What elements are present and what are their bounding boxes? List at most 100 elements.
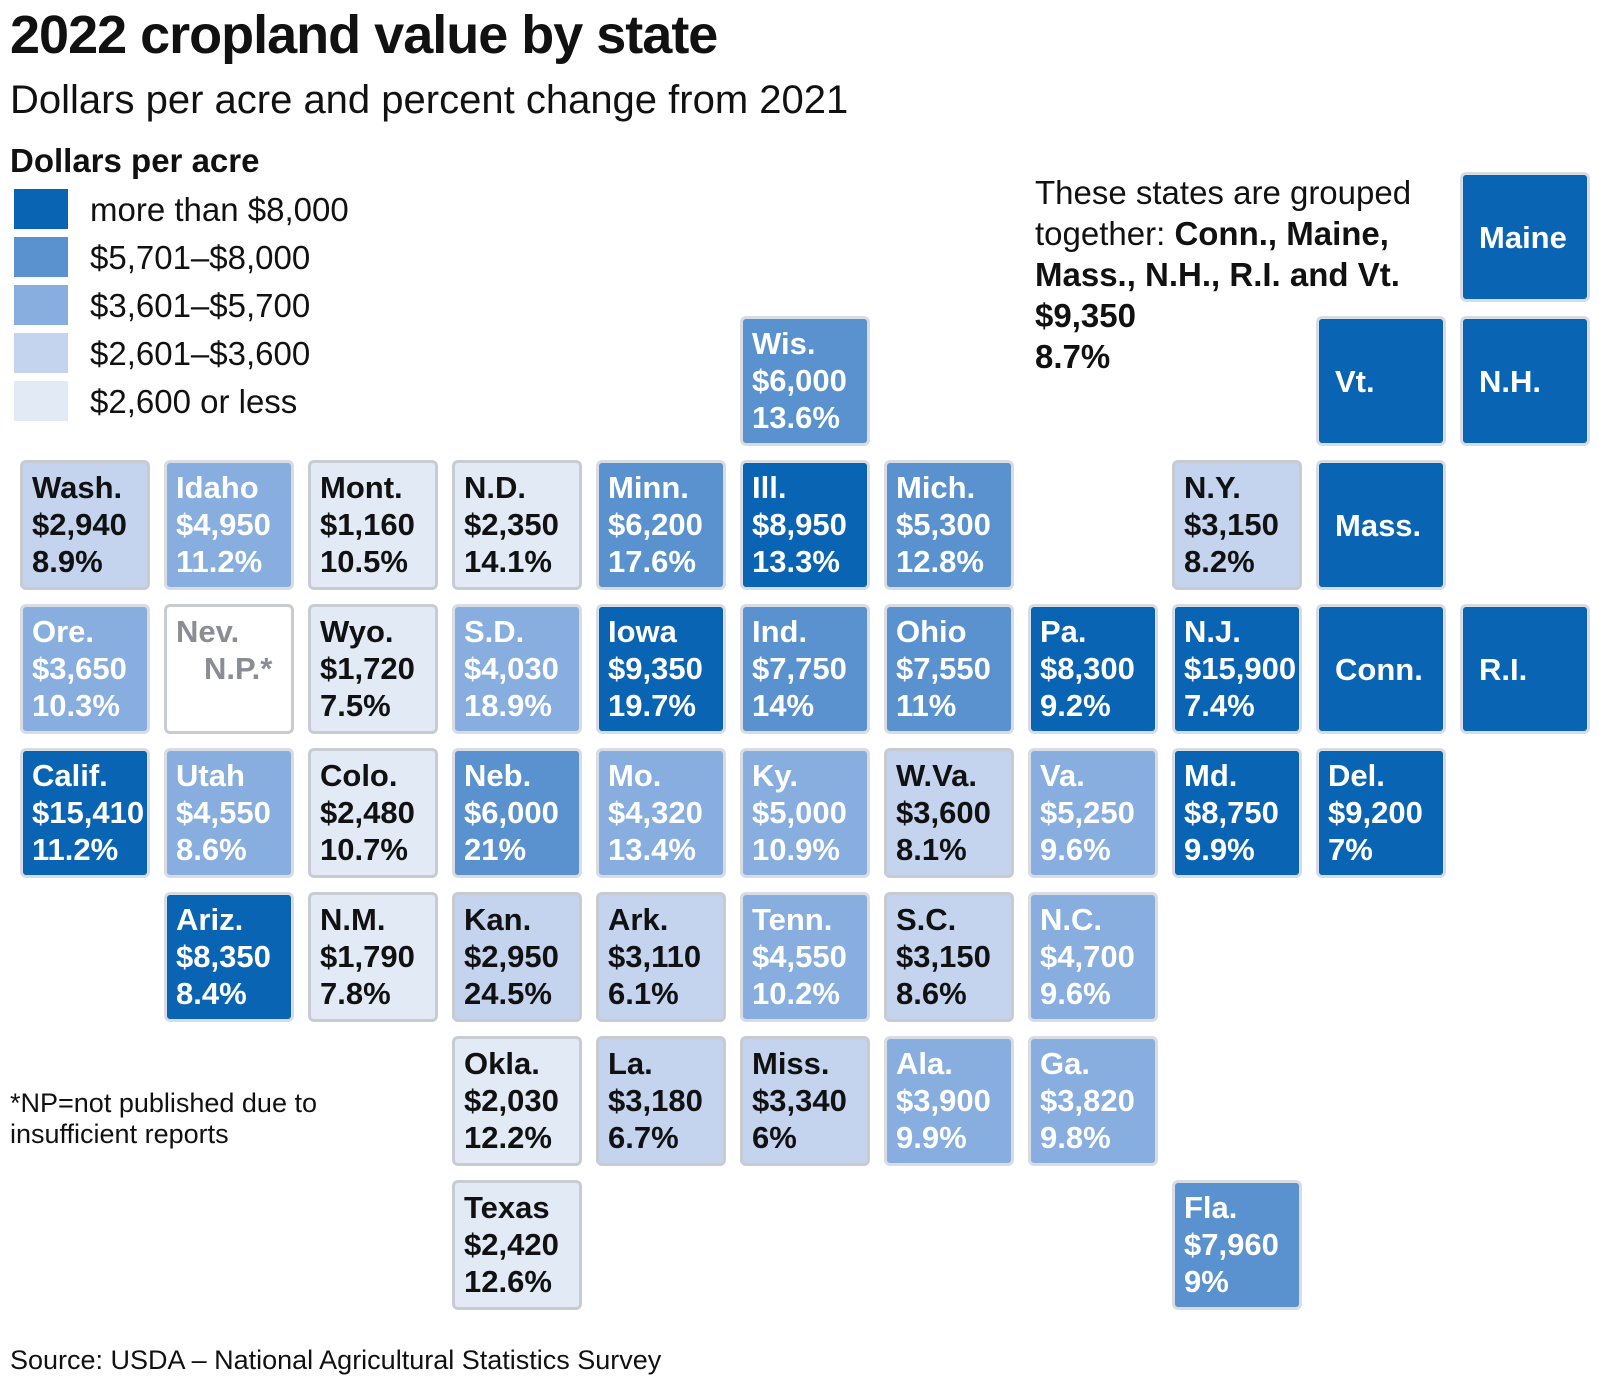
state-abbr: Mo. <box>608 758 662 793</box>
state-value: $8,350 <box>176 939 271 974</box>
legend-swatch <box>14 381 68 421</box>
state-change: 9% <box>1184 1264 1229 1299</box>
state-abbr: Tenn. <box>752 902 833 937</box>
state-change: 18.9% <box>464 688 552 723</box>
state-change: 7.4% <box>1184 688 1255 723</box>
grouped-states-note: These states are grouped together: Conn.… <box>1035 172 1455 377</box>
state-value: $3,180 <box>608 1083 703 1118</box>
state-change: 6% <box>752 1120 797 1155</box>
state-value: $2,950 <box>464 939 559 974</box>
state-tile-nm: N.M. $1,790 7.8% <box>308 892 438 1022</box>
state-change: 10.9% <box>752 832 840 867</box>
state-abbr: Wash. <box>32 470 123 505</box>
state-tile-vt: Vt. <box>1316 316 1446 446</box>
state-change: 8.6% <box>176 832 247 867</box>
state-value: $5,000 <box>752 795 847 830</box>
state-tile-wis: Wis. $6,000 13.6% <box>740 316 870 446</box>
state-value: $2,030 <box>464 1083 559 1118</box>
state-tile-colo: Colo. $2,480 10.7% <box>308 748 438 878</box>
state-change: 24.5% <box>464 976 552 1011</box>
state-tile-maine: Maine <box>1460 172 1590 302</box>
state-tile-ny: N.Y. $3,150 8.2% <box>1172 460 1302 590</box>
state-change: 9.6% <box>1040 832 1111 867</box>
state-tile-ind: Ind. $7,750 14% <box>740 604 870 734</box>
grouped-note-value: $9,350 <box>1035 297 1136 334</box>
state-change: 17.6% <box>608 544 696 579</box>
legend-label: more than $8,000 <box>90 190 349 228</box>
legend-item: $5,701–$8,000 <box>14 233 349 281</box>
state-abbr: Calif. <box>32 758 108 793</box>
state-change: 11.2% <box>32 832 119 867</box>
state-change: 13.3% <box>752 544 840 579</box>
state-value: $3,340 <box>752 1083 847 1118</box>
legend-swatch <box>14 285 68 325</box>
state-tile-md: Md. $8,750 9.9% <box>1172 748 1302 878</box>
state-tile-iowa: Iowa $9,350 19.7% <box>596 604 726 734</box>
state-value: $9,200 <box>1328 795 1423 830</box>
state-tile-mich: Mich. $5,300 12.8% <box>884 460 1014 590</box>
state-tile-ore: Ore. $3,650 10.3% <box>20 604 150 734</box>
state-abbr: Miss. <box>752 1046 830 1081</box>
state-value: $4,030 <box>464 651 559 686</box>
state-tile-utah: Utah $4,550 8.6% <box>164 748 294 878</box>
state-abbr: N.C. <box>1040 902 1102 937</box>
state-change: 7.5% <box>320 688 391 723</box>
state-change: 13.6% <box>752 400 840 435</box>
legend-item: $2,600 or less <box>14 377 349 425</box>
state-value: $15,900 <box>1184 651 1297 686</box>
state-change: 6.7% <box>608 1120 679 1155</box>
state-value: $4,700 <box>1040 939 1135 974</box>
state-abbr: Texas <box>464 1190 550 1225</box>
state-value: $1,790 <box>320 939 415 974</box>
state-abbr: Mass. <box>1335 507 1422 543</box>
state-change: 8.9% <box>32 544 103 579</box>
state-value: $3,600 <box>896 795 991 830</box>
legend-swatch <box>14 189 68 229</box>
state-abbr: Md. <box>1184 758 1238 793</box>
chart-subtitle: Dollars per acre and percent change from… <box>10 78 849 122</box>
state-tile-mo: Mo. $4,320 13.4% <box>596 748 726 878</box>
state-change: 9.6% <box>1040 976 1111 1011</box>
state-value: $2,420 <box>464 1227 559 1262</box>
state-value: $4,320 <box>608 795 703 830</box>
state-value: $2,940 <box>32 507 127 542</box>
state-abbr: Neb. <box>464 758 532 793</box>
state-tile-mont: Mont. $1,160 10.5% <box>308 460 438 590</box>
legend-label: $3,601–$5,700 <box>90 286 311 324</box>
state-value: $2,480 <box>320 795 415 830</box>
state-change: 8.2% <box>1184 544 1255 579</box>
state-abbr: Colo. <box>320 758 398 793</box>
state-value: $6,000 <box>752 363 847 398</box>
state-abbr: Ore. <box>32 614 95 649</box>
state-tile-tenn: Tenn. $4,550 10.2% <box>740 892 870 1022</box>
state-abbr: N.M. <box>320 902 386 937</box>
state-tile-wash: Wash. $2,940 8.9% <box>20 460 150 590</box>
state-tile-neb: Neb. $6,000 21% <box>452 748 582 878</box>
state-tile-nj: N.J. $15,900 7.4% <box>1172 604 1302 734</box>
state-tile-sc: S.C. $3,150 8.6% <box>884 892 1014 1022</box>
grouped-note-change: 8.7% <box>1035 338 1111 375</box>
state-tile-nd: N.D. $2,350 14.1% <box>452 460 582 590</box>
state-value: $1,720 <box>320 651 415 686</box>
state-abbr: Nev. <box>176 614 240 649</box>
state-change: 7% <box>1328 832 1373 867</box>
state-value: $4,550 <box>752 939 847 974</box>
state-tile-nh: N.H. <box>1460 316 1590 446</box>
state-tile-sd: S.D. $4,030 18.9% <box>452 604 582 734</box>
state-abbr: S.D. <box>464 614 525 649</box>
state-value: $1,160 <box>320 507 415 542</box>
source-note: Source: USDA – National Agricultural Sta… <box>10 1345 662 1375</box>
state-value: $7,960 <box>1184 1227 1279 1262</box>
legend-label: $2,601–$3,600 <box>90 334 311 372</box>
state-abbr: Va. <box>1040 758 1085 793</box>
state-tile-kan: Kan. $2,950 24.5% <box>452 892 582 1022</box>
state-change: 6.1% <box>608 976 679 1011</box>
state-abbr: Fla. <box>1184 1190 1238 1225</box>
state-abbr: Wyo. <box>320 614 394 649</box>
state-change: 12.2% <box>464 1120 552 1155</box>
np-footnote: *NP=not published due to insufficient re… <box>10 1088 317 1149</box>
not-published-label: N.P.* <box>204 651 273 686</box>
state-change: 11.2% <box>176 544 263 579</box>
state-value: $8,750 <box>1184 795 1279 830</box>
state-value: $5,250 <box>1040 795 1135 830</box>
